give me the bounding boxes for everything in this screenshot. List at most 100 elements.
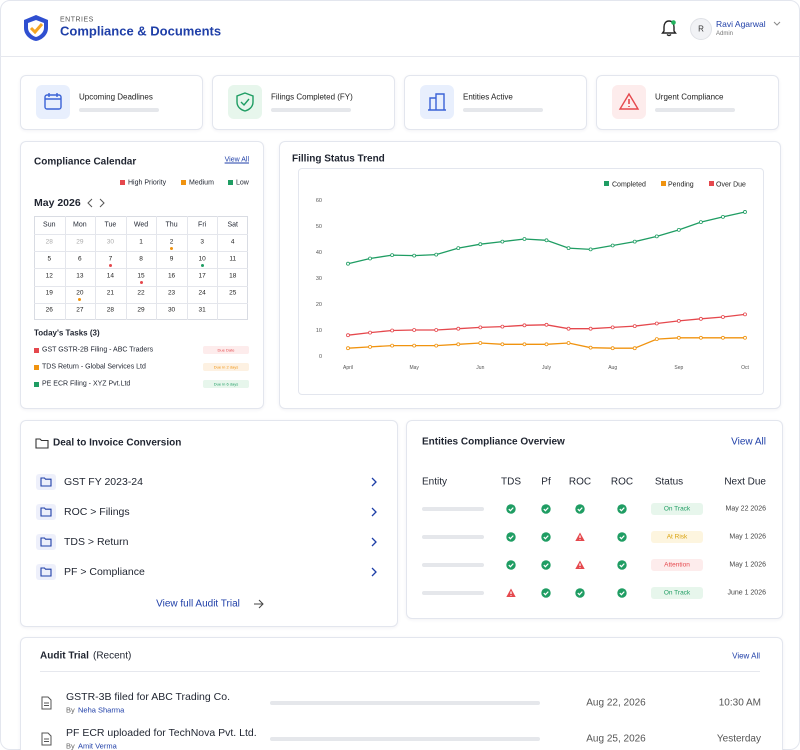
legend-swatch <box>661 181 666 186</box>
calendar-day: 12 <box>45 272 53 280</box>
calendar-day: 3 <box>200 238 204 246</box>
series-point <box>522 237 527 241</box>
status-text: On Track <box>663 505 691 513</box>
series-point <box>588 326 593 331</box>
audit-by: By <box>66 741 75 750</box>
stat-icon <box>428 93 446 111</box>
deal-item[interactable]: GST FY 2023-24 <box>64 476 143 488</box>
audit-card <box>20 637 783 750</box>
grid-col <box>217 216 219 320</box>
legend-swatch <box>181 180 186 185</box>
stat-label: Urgent Compliance <box>655 92 724 102</box>
deal-chevron[interactable] <box>370 567 378 577</box>
series-point <box>522 342 527 347</box>
deal-chevron[interactable] <box>370 537 378 547</box>
grid-row <box>34 285 248 287</box>
legend-swatch <box>228 180 233 185</box>
legend-swatch <box>120 180 125 185</box>
column-header: ROC <box>610 476 634 488</box>
series-point <box>698 335 703 340</box>
folder-icon <box>35 438 49 449</box>
warning-icon <box>575 532 585 541</box>
task-name: GST GSTR-2B Filing - ABC Traders <box>42 346 154 354</box>
y-tick-label: 40 <box>316 250 322 256</box>
series-point <box>412 343 417 348</box>
series-point <box>500 342 505 347</box>
plot-frame <box>298 168 764 395</box>
calendar-grid <box>34 216 248 320</box>
deal-item-icon <box>40 537 52 547</box>
task-marker <box>34 381 39 387</box>
entities-view-all[interactable]: View All <box>731 436 766 448</box>
doc-icon <box>41 696 52 710</box>
calendar-view-all[interactable]: View All <box>224 156 249 164</box>
legend-label: Pending <box>668 182 694 189</box>
entity-placeholder <box>422 563 484 567</box>
calendar-day: 20 <box>76 289 84 297</box>
series-point <box>456 342 461 347</box>
x-tick-label: April <box>343 365 353 371</box>
calendar-title: Compliance Calendar <box>34 156 137 168</box>
series-point <box>434 343 439 348</box>
deal-item[interactable]: PF > Compliance <box>64 566 145 578</box>
calendar-day: 29 <box>76 238 84 246</box>
check-icon <box>575 504 585 514</box>
task-badge <box>203 346 249 354</box>
series-point <box>346 346 350 351</box>
series-line <box>347 211 746 265</box>
stat-icon-bg <box>420 85 454 119</box>
task-name: PE ECR Filing - XYZ Pvt.Ltd <box>42 380 131 388</box>
deal-link[interactable]: View full Audit Trial <box>156 598 240 610</box>
stat-label: Upcoming Deadlines <box>79 92 153 102</box>
calendar-day: 29 <box>137 306 145 314</box>
calendar-day: 11 <box>229 255 237 263</box>
audit-user: Neha Sharma <box>78 705 125 715</box>
series-point <box>346 261 350 266</box>
series-point <box>654 321 659 326</box>
series-point <box>456 246 461 251</box>
check-icon <box>617 532 627 542</box>
series-point <box>478 242 483 247</box>
series-point <box>412 328 417 332</box>
next-month[interactable] <box>98 198 106 208</box>
deal-chevron[interactable] <box>370 507 378 517</box>
series-point <box>434 252 439 257</box>
series-point <box>346 333 350 338</box>
weekday: Mon <box>73 221 87 229</box>
x-tick-label: May <box>409 365 419 371</box>
legend-label: High Priority <box>128 179 167 187</box>
grid-col <box>186 216 188 320</box>
calendar-day: 9 <box>169 255 174 263</box>
entity-placeholder <box>422 535 484 539</box>
column-header: Status <box>654 476 684 488</box>
calendar-day: 13 <box>76 272 84 280</box>
series-point <box>390 343 395 348</box>
entities-card <box>406 420 783 619</box>
calendar-day: 24 <box>198 289 206 297</box>
grid-col <box>64 216 66 320</box>
series-point <box>721 335 725 340</box>
series-point <box>544 342 549 347</box>
series-point <box>500 324 505 329</box>
series-point <box>654 234 659 239</box>
prev-month[interactable] <box>86 198 94 208</box>
check-icon <box>617 588 627 598</box>
series-point <box>698 220 703 225</box>
audit-view-all[interactable]: View All <box>732 651 760 661</box>
entities-title: Entities Compliance Overview <box>422 436 565 448</box>
series-point <box>566 341 571 345</box>
stat-icon <box>44 93 62 110</box>
series-point <box>412 253 417 258</box>
legend-swatch <box>604 181 609 186</box>
deal-card <box>20 420 398 627</box>
grid-row <box>34 234 248 235</box>
audit-placeholder <box>270 701 540 705</box>
tasks-title: Today's Tasks (3) <box>34 328 100 338</box>
weekday: Fri <box>198 221 207 229</box>
deal-chevron[interactable] <box>370 477 378 487</box>
task-badge-text: Due Date <box>217 347 235 353</box>
grid-row <box>34 251 248 253</box>
series-point <box>500 239 505 244</box>
deal-item[interactable]: TDS > Return <box>64 536 129 548</box>
deal-item[interactable]: ROC > Filings <box>64 506 130 518</box>
